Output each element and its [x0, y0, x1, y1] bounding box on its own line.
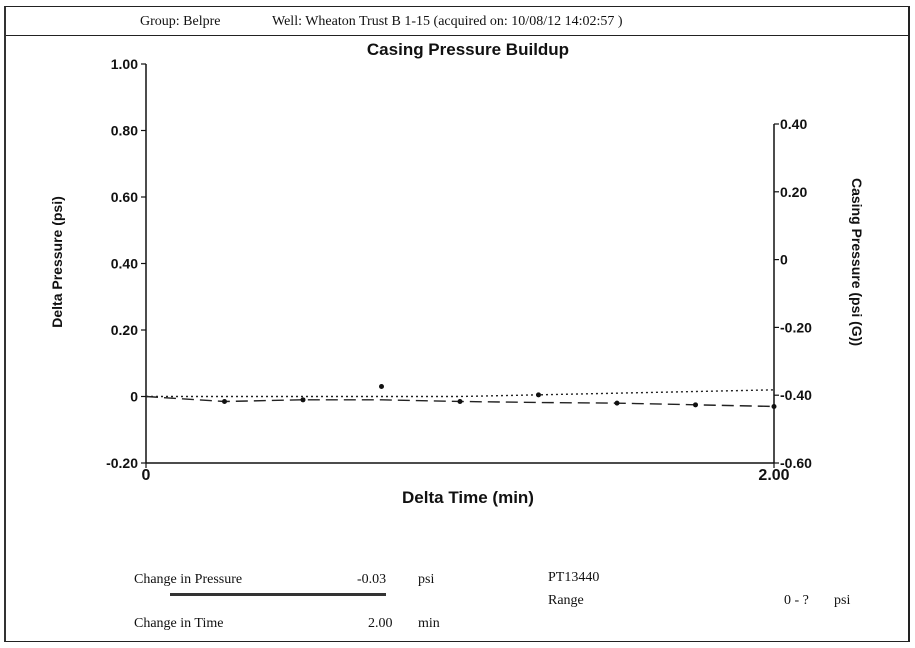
data-point	[379, 384, 384, 390]
right-axis-title: Casing Pressure (psi (G))	[849, 178, 865, 346]
data-point	[693, 402, 698, 408]
y2-tick-label: 0	[780, 252, 788, 268]
x-axis-title: Delta Time (min)	[402, 488, 534, 507]
y-tick-label: -0.20	[106, 455, 138, 471]
data-point	[457, 398, 463, 404]
report-frame: Group: Belpre Well: Wheaton Trust B 1-15…	[4, 6, 910, 642]
change-pressure-value: -0.03	[357, 572, 387, 587]
header-strip: Group: Belpre Well: Wheaton Trust B 1-15…	[6, 7, 908, 36]
range-label: Range	[548, 593, 584, 608]
x-tick-label: 0	[142, 467, 151, 484]
x-tick-label: 2.00	[758, 467, 789, 484]
change-pressure-label: Change in Pressure	[134, 572, 243, 587]
tick-group: 1.000.800.600.400.200-0.200.400.200-0.20…	[106, 56, 812, 484]
data-point	[300, 397, 306, 403]
y2-tick-label: -0.60	[780, 455, 812, 471]
group-label: Group: Belpre	[140, 14, 221, 29]
change-time-label: Change in Time	[134, 616, 224, 631]
well-label: Well: Wheaton Trust B 1-15 (acquired on:…	[272, 14, 623, 29]
y-tick-label: 0.20	[111, 322, 138, 338]
y2-tick-label: 0.40	[780, 116, 807, 132]
range-value: 0 - ?	[784, 593, 809, 608]
data-point	[771, 403, 777, 409]
data-point	[536, 392, 541, 398]
series-line	[146, 389, 775, 398]
pressure-underline	[170, 593, 386, 596]
data-point	[222, 398, 227, 404]
y-tick-label: 1.00	[111, 56, 138, 72]
change-pressure-unit: psi	[418, 572, 435, 587]
left-axis-title: Delta Pressure (psi)	[49, 196, 65, 328]
y-tick-label: 0	[130, 389, 138, 405]
y2-tick-label: -0.20	[780, 319, 812, 335]
y-tick-label: 0.60	[111, 189, 138, 205]
y2-tick-label: -0.40	[780, 387, 812, 403]
data-point	[614, 400, 620, 406]
gauge-id: PT13440	[548, 570, 600, 585]
y2-tick-label: 0.20	[780, 184, 807, 200]
chart-title: Casing Pressure Buildup	[367, 40, 569, 59]
marker-layer	[222, 384, 777, 409]
y-tick-label: 0.40	[111, 256, 138, 272]
y-tick-label: 0.80	[111, 123, 138, 139]
change-time-unit: min	[418, 616, 440, 631]
range-unit: psi	[834, 593, 851, 608]
change-time-value: 2.00	[368, 616, 393, 631]
